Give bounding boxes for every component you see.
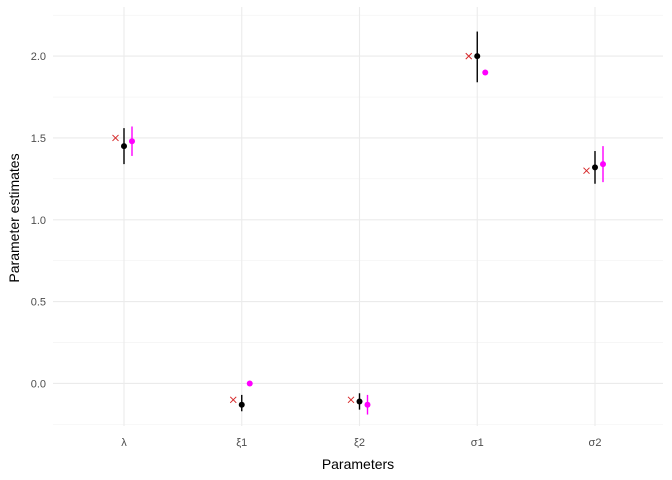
chart-marks <box>112 31 606 415</box>
cross-marker <box>465 52 473 60</box>
cross-marker <box>347 396 355 404</box>
cross-marker <box>229 396 237 404</box>
cross-marker <box>583 167 590 175</box>
x-tick-label: ξ1 <box>236 437 247 449</box>
point-marker <box>364 401 371 408</box>
point-marker <box>592 164 598 171</box>
y-tick-label: 1.0 <box>31 215 46 227</box>
point-marker <box>482 69 489 76</box>
point-marker <box>474 53 481 60</box>
point-marker <box>600 161 606 168</box>
y-tick-label: 1.5 <box>31 133 46 145</box>
point-marker <box>121 143 127 150</box>
x-tick-label: σ2 <box>589 437 602 449</box>
y-axis-ticks: 0.0 0.5 1.0 1.5 2.0 <box>31 51 46 390</box>
x-axis-title: Parameters <box>322 456 394 472</box>
y-axis-title: Parameter estimates <box>6 153 22 282</box>
point-marker <box>129 138 135 145</box>
x-axis-ticks: λ ξ1 ξ2 σ1 σ2 <box>121 437 601 449</box>
x-tick-label: λ <box>121 437 127 449</box>
y-tick-label: 0.0 <box>31 378 46 390</box>
cross-marker <box>112 134 119 142</box>
point-marker <box>356 398 363 405</box>
point-marker <box>246 380 253 387</box>
y-tick-label: 2.0 <box>31 51 46 63</box>
x-tick-label: σ1 <box>471 437 484 449</box>
x-tick-label: ξ2 <box>354 437 365 449</box>
point-marker <box>238 401 245 408</box>
y-tick-label: 0.5 <box>31 297 46 309</box>
grid <box>53 7 663 426</box>
